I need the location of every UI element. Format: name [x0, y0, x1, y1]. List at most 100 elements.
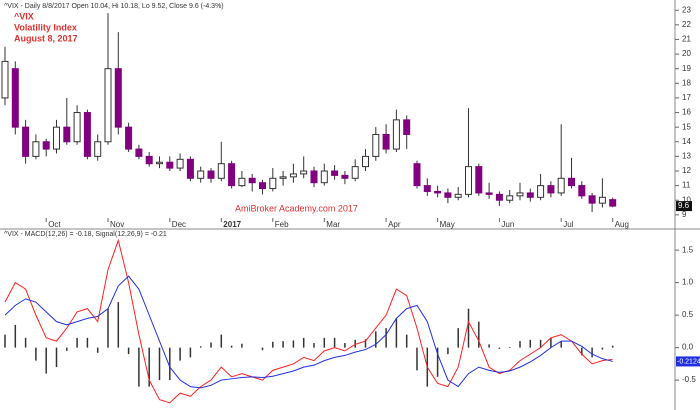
x-tick-label: Jul	[563, 220, 573, 229]
chart-date: August 8, 2017	[14, 33, 78, 43]
candle-body	[73, 112, 81, 143]
candle-body	[1, 60, 9, 99]
candle-body	[83, 112, 91, 157]
x-tick-label: Nov	[110, 220, 124, 229]
candle-body	[156, 161, 163, 165]
candle-body	[341, 174, 349, 179]
candle-body	[351, 166, 359, 179]
chart-subtitle: Volatility Index	[14, 22, 77, 32]
candle-body	[454, 193, 462, 198]
y-tick-label: 22	[682, 20, 691, 29]
candle-body	[537, 185, 545, 198]
candle-body	[135, 148, 143, 157]
candle-body	[609, 199, 617, 207]
y-tick-label: 15	[682, 122, 691, 131]
y-tick-label: 18	[682, 78, 691, 87]
y-tick-label: 1.5	[682, 245, 694, 254]
candle-body	[362, 155, 369, 168]
candle-body	[547, 185, 555, 194]
y-tick-label: 17	[682, 93, 691, 102]
candle-body	[11, 68, 19, 128]
x-tick-label: Apr	[388, 220, 401, 229]
y-tick-label: 1.0	[682, 278, 694, 287]
candle-body	[166, 161, 174, 169]
candle-body	[186, 158, 194, 179]
candle-body	[506, 195, 514, 201]
candle-body	[176, 158, 184, 169]
last-value-label: -0.21247	[677, 358, 700, 365]
candle-body	[331, 170, 339, 176]
candle-body	[392, 119, 400, 150]
x-tick-label: Mar	[326, 220, 340, 229]
y-tick-label: -0.5	[682, 375, 696, 384]
candle-body	[372, 133, 380, 157]
x-tick-label: Feb	[275, 220, 289, 229]
y-tick-label: 14	[682, 137, 691, 146]
last-value-box	[676, 201, 692, 212]
candle-body	[207, 170, 215, 179]
watermark: AmiBroker Academy.com 2017	[235, 203, 358, 213]
last-value-label: 9.6	[678, 201, 690, 210]
candle-body	[557, 177, 565, 194]
candle-body	[114, 68, 122, 128]
candle-body	[320, 170, 328, 184]
y-tick-label: 11	[682, 181, 691, 190]
candle-body	[568, 177, 575, 187]
y-tick-label: 19	[682, 64, 691, 73]
candle-body	[63, 126, 71, 143]
candle-body	[145, 155, 153, 165]
y-tick-label: 21	[682, 35, 691, 44]
candle-body	[598, 196, 606, 204]
x-tick-label: May	[440, 220, 455, 229]
candle-body	[495, 193, 503, 201]
price-header: ^VIX - Daily 8/8/2017 Open 10.04, Hi 10.…	[4, 3, 224, 10]
y-tick-label: 0.0	[682, 343, 694, 352]
candle-body	[104, 68, 112, 143]
last-value-box	[676, 356, 700, 367]
candle-body	[217, 163, 225, 179]
candle-body	[434, 190, 442, 194]
candle-body	[53, 126, 60, 150]
candle-body	[259, 182, 266, 190]
candle-body	[279, 176, 287, 179]
candle-body	[22, 126, 30, 157]
macd-header: ^VIX - MACD(12,26) = -0.18, Signal(12,26…	[4, 231, 167, 238]
candle-body	[475, 166, 483, 194]
y-tick-label: 13	[682, 151, 691, 160]
y-tick-label: 9	[682, 210, 687, 219]
x-tick-label: 2017	[223, 220, 241, 229]
candle-body	[94, 141, 102, 157]
chart-title: ^VIX	[14, 11, 34, 21]
candle-body	[289, 173, 297, 178]
candle-body	[423, 185, 431, 192]
indicator-line	[4, 238, 613, 404]
y-tick-label: 20	[682, 49, 691, 58]
y-tick-label: 12	[682, 166, 691, 175]
candle-body	[382, 133, 390, 150]
candle-body	[444, 192, 452, 198]
y-tick-label: 23	[682, 5, 691, 14]
candle-body	[485, 192, 493, 195]
y-tick-label: 16	[682, 108, 691, 117]
x-tick-label: Dec	[172, 220, 186, 229]
indicator-line	[4, 275, 613, 389]
x-tick-label: Jun	[501, 220, 514, 229]
x-tick-label: Oct	[48, 220, 61, 229]
candle-body	[228, 163, 236, 187]
candle-body	[403, 119, 411, 135]
candle-body	[413, 163, 421, 187]
y-tick-label: 10	[682, 195, 691, 204]
y-tick-label: 0.5	[682, 310, 694, 319]
candle-body	[248, 177, 256, 184]
x-tick-label: Aug	[615, 220, 629, 229]
candle-body	[42, 141, 50, 150]
candle-body	[300, 170, 308, 175]
candle-body	[197, 170, 205, 179]
candle-body	[310, 170, 318, 184]
candle-body	[578, 185, 586, 197]
candle-body	[465, 166, 472, 195]
candle-body	[125, 126, 133, 150]
candle-body	[516, 192, 524, 197]
candle-body	[588, 195, 596, 204]
